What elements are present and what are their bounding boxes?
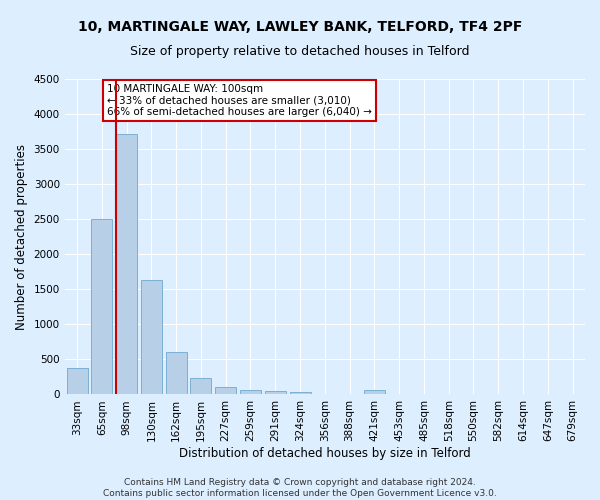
Bar: [215, 388, 236, 394]
Bar: [166, 352, 187, 395]
Bar: [116, 134, 137, 394]
Bar: [67, 368, 88, 394]
Bar: [91, 219, 112, 394]
Y-axis label: Number of detached properties: Number of detached properties: [15, 144, 28, 330]
Text: Contains HM Land Registry data © Crown copyright and database right 2024.
Contai: Contains HM Land Registry data © Crown c…: [103, 478, 497, 498]
Text: 10 MARTINGALE WAY: 100sqm
← 33% of detached houses are smaller (3,010)
66% of se: 10 MARTINGALE WAY: 100sqm ← 33% of detac…: [107, 84, 371, 117]
Text: Size of property relative to detached houses in Telford: Size of property relative to detached ho…: [130, 45, 470, 58]
Bar: [290, 392, 311, 394]
X-axis label: Distribution of detached houses by size in Telford: Distribution of detached houses by size …: [179, 447, 471, 460]
Bar: [240, 390, 261, 394]
Bar: [190, 378, 211, 394]
Bar: [364, 390, 385, 394]
Text: 10, MARTINGALE WAY, LAWLEY BANK, TELFORD, TF4 2PF: 10, MARTINGALE WAY, LAWLEY BANK, TELFORD…: [78, 20, 522, 34]
Bar: [141, 280, 162, 394]
Bar: [265, 391, 286, 394]
